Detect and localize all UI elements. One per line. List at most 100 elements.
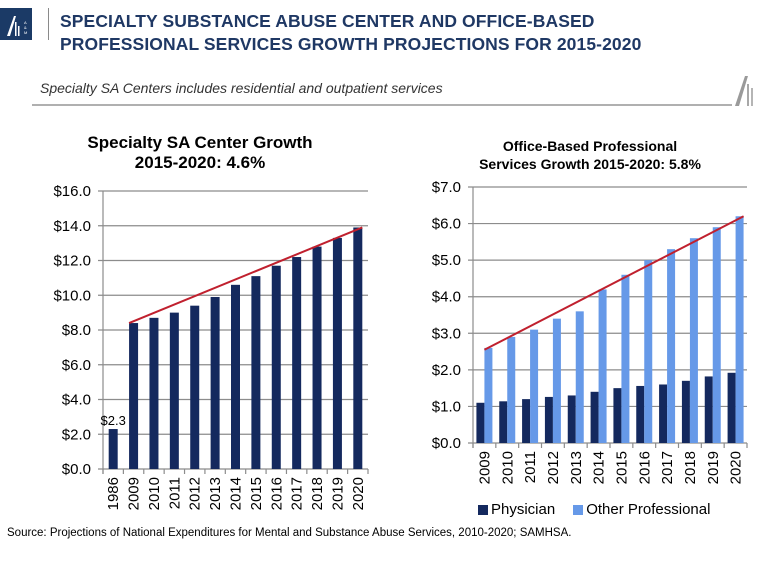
- right-chart-title-line2: Services Growth 2015-2020: 5.8%: [479, 156, 701, 172]
- right-y-tick-label: $5.0: [432, 252, 461, 269]
- left-bar-specialty-sa-center-2012: [190, 305, 200, 469]
- legend-item-other-professional: Other Professional: [573, 501, 710, 518]
- source-note: Source: Projections of National Expendit…: [7, 527, 572, 539]
- left-x-tick-label: 2017: [289, 477, 306, 510]
- legend-swatch-physician: [478, 504, 488, 515]
- left-bar-specialty-sa-center-2020: [353, 227, 363, 469]
- right-bar-physician-2017: [659, 384, 668, 443]
- right-bar-physician-2020: [727, 372, 736, 443]
- left-chart-title: Specialty SA Center Growth 2015-2020: 4.…: [40, 133, 360, 173]
- left-y-tick-label: $10.0: [53, 287, 91, 304]
- right-y-tick-label: $7.0: [432, 179, 461, 196]
- right-bar-physician-2012: [544, 396, 553, 443]
- left-bar-specialty-sa-center-1986: [108, 429, 118, 469]
- right-bar-physician-2019: [704, 376, 713, 443]
- right-bar-other-professional-2015: [621, 274, 630, 443]
- left-chart-title-line1: Specialty SA Center Growth: [87, 133, 313, 152]
- left-bar-specialty-sa-center-2018: [312, 246, 322, 469]
- left-chart: $0.0 $2.0 $4.0 $6.0 $8.0 $10.0 $12.0 $14.0 $16.0…: [53, 183, 369, 510]
- right-bar-other-professional-2013: [575, 311, 584, 443]
- legend-label-physician: Physician: [491, 501, 556, 518]
- left-bar-specialty-sa-center-2014: [231, 284, 240, 469]
- left-trend-line: [128, 226, 363, 324]
- right-x-tick-label: 2020: [728, 451, 745, 484]
- right-chart-title: Office-Based Professional Services Growt…: [420, 137, 760, 173]
- right-x-tick-label: 2011: [522, 451, 539, 483]
- svg-text:M: M: [24, 30, 27, 35]
- left-x-tick-label: 2016: [268, 477, 285, 510]
- left-x-tick-label: 2013: [207, 477, 224, 510]
- left-x-tick-label: 2015: [248, 477, 265, 510]
- company-logo-icon: A & M: [0, 8, 32, 40]
- corner-logo-icon: [725, 68, 765, 108]
- page-title-line2: PROFESSIONAL SERVICES GROWTH PROJECTIONS…: [60, 34, 642, 54]
- right-bar-other-professional-2017: [667, 249, 676, 443]
- left-data-label: $2.3: [101, 413, 126, 428]
- left-chart-title-line2: 2015-2020: 4.6%: [134, 153, 266, 172]
- right-x-tick-label: 2015: [613, 451, 630, 484]
- right-bar-physician-2013: [567, 395, 576, 443]
- right-x-tick-label: 2010: [499, 451, 516, 484]
- right-trend-line: [483, 215, 745, 351]
- left-y-tick-label: $14.0: [53, 218, 91, 235]
- right-bar-other-professional-2011: [530, 329, 539, 443]
- right-x-tick-label: 2017: [659, 451, 676, 484]
- left-bar-specialty-sa-center-2011: [169, 312, 179, 469]
- right-bar-physician-2010: [499, 401, 508, 443]
- left-bar-specialty-sa-center-2015: [251, 276, 261, 469]
- right-x-tick-label: 2009: [476, 451, 493, 484]
- right-bar-physician-2018: [681, 380, 690, 443]
- left-x-tick-label: 2011: [166, 477, 183, 509]
- right-bar-other-professional-2018: [689, 238, 698, 443]
- left-y-tick-label: $8.0: [62, 322, 91, 339]
- page-subtitle: Specialty SA Centers includes residentia…: [40, 80, 443, 96]
- left-bar-specialty-sa-center-2010: [149, 317, 159, 469]
- left-bar-specialty-sa-center-2013: [210, 296, 220, 469]
- legend-item-physician: Physician: [478, 501, 555, 518]
- right-x-tick-label: 2018: [682, 451, 699, 484]
- right-bar-physician-2016: [636, 385, 645, 443]
- right-y-tick-label: $0.0: [432, 435, 461, 452]
- right-y-tick-label: $4.0: [432, 289, 461, 306]
- right-bar-other-professional-2020: [735, 216, 744, 443]
- right-y-tick-label: $1.0: [432, 398, 461, 415]
- svg-text:A: A: [24, 20, 27, 25]
- left-x-tick-label: 2019: [329, 477, 346, 510]
- right-chart-title-line1: Office-Based Professional: [502, 138, 678, 154]
- right-bar-other-professional-2012: [552, 318, 561, 443]
- left-x-tick-label: 1986: [105, 477, 122, 510]
- left-bar-specialty-sa-center-2019: [332, 237, 342, 469]
- legend-label-other-professional: Other Professional: [586, 501, 711, 518]
- left-x-tick-label: 2020: [350, 477, 367, 510]
- left-x-tick-label: 2018: [309, 477, 326, 510]
- left-y-tick-label: $0.0: [62, 461, 91, 478]
- right-x-tick-label: 2013: [568, 451, 585, 484]
- page-title-line1: SPECIALTY SUBSTANCE ABUSE CENTER AND OFF…: [60, 11, 595, 31]
- right-bar-other-professional-2009: [484, 347, 493, 443]
- header-divider: [32, 104, 732, 106]
- left-y-tick-label: $4.0: [62, 392, 91, 409]
- legend-swatch-other-professional: [573, 504, 584, 515]
- left-x-tick-label: 2010: [146, 477, 163, 510]
- left-y-tick-label: $6.0: [62, 357, 91, 374]
- right-bar-other-professional-2014: [598, 289, 607, 443]
- right-y-tick-label: $2.0: [432, 362, 461, 379]
- right-chart-legend: Physician Other Professional: [478, 501, 728, 518]
- right-bar-physician-2014: [590, 391, 599, 443]
- page-title: SPECIALTY SUBSTANCE ABUSE CENTER AND OFF…: [60, 10, 641, 56]
- left-bar-specialty-sa-center-2017: [292, 257, 302, 469]
- right-chart: $0.0 $1.0 $2.0 $3.0 $4.0 $5.0 $6.0 $7.0 2009 2010…: [432, 179, 748, 484]
- right-x-tick-label: 2016: [636, 451, 653, 484]
- left-y-tick-label: $2.0: [62, 426, 91, 443]
- left-x-tick-label: 2014: [228, 477, 245, 510]
- right-bar-physician-2009: [476, 402, 485, 443]
- left-x-tick-label: 2012: [187, 477, 204, 510]
- right-x-tick-label: 2012: [545, 451, 562, 484]
- right-y-tick-label: $6.0: [432, 216, 461, 233]
- left-y-tick-label: $16.0: [53, 183, 91, 200]
- right-bar-other-professional-2019: [712, 227, 721, 443]
- right-bar-other-professional-2010: [507, 336, 516, 443]
- right-x-tick-label: 2014: [591, 451, 608, 484]
- right-bar-physician-2015: [613, 388, 622, 443]
